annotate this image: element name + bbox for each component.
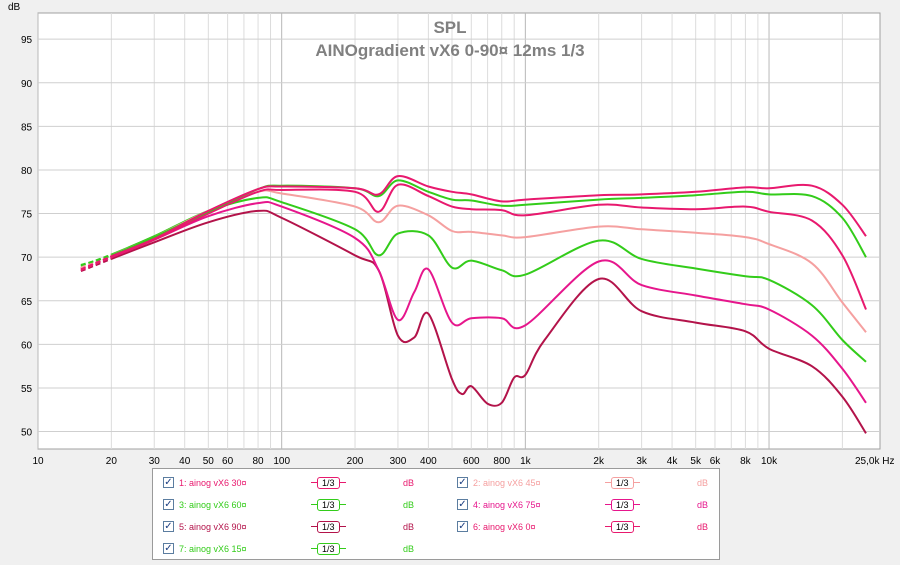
y-tick-label: 85 bbox=[21, 122, 33, 133]
series-line bbox=[111, 196, 867, 363]
legend-unit: dB bbox=[403, 522, 415, 532]
x-tick-label: 400 bbox=[420, 456, 437, 467]
series-visibility-checkbox[interactable]: ✓ bbox=[457, 521, 468, 532]
smoothing-button[interactable]: 1/3 bbox=[605, 477, 639, 489]
y-tick-label: 60 bbox=[21, 340, 33, 351]
legend-item: ✓ 6: ainog vX6 0¤ 1/3 dB bbox=[457, 517, 727, 537]
x-tick-label: 600 bbox=[463, 456, 480, 467]
x-tick-label: 1k bbox=[520, 456, 532, 467]
smoothing-button[interactable]: 1/3 bbox=[311, 543, 345, 555]
x-tick-label: 25,0k Hz bbox=[855, 456, 894, 467]
x-tick-label: 3k bbox=[636, 456, 648, 467]
x-tick-label: 2k bbox=[593, 456, 605, 467]
x-tick-label: 4k bbox=[667, 456, 679, 467]
x-tick-label: 50 bbox=[203, 456, 215, 467]
legend-item: ✓ 4: ainog vX6 75¤ 1/3 dB bbox=[457, 495, 727, 515]
legend-unit: dB bbox=[697, 478, 709, 488]
legend-unit: dB bbox=[403, 500, 415, 510]
smoothing-button[interactable]: 1/3 bbox=[605, 499, 639, 511]
smoothing-button[interactable]: 1/3 bbox=[605, 521, 639, 533]
y-tick-label: 80 bbox=[21, 166, 33, 177]
series-visibility-checkbox[interactable]: ✓ bbox=[163, 499, 174, 510]
series-line bbox=[111, 209, 867, 434]
tick-labels: 95 90 85 80 75 70 65 60 55 50 10 20 30 40 50 60 80 100 200… bbox=[21, 35, 894, 467]
series-visibility-checkbox[interactable]: ✓ bbox=[163, 521, 174, 532]
plot-area bbox=[37, 12, 881, 450]
series-visibility-checkbox[interactable]: ✓ bbox=[457, 477, 468, 488]
legend-item: ✓ 1: ainog vX6 30¤ 1/3 dB bbox=[163, 473, 433, 493]
legend-unit: dB bbox=[697, 500, 709, 510]
series-visibility-checkbox[interactable]: ✓ bbox=[163, 543, 174, 554]
series-line bbox=[111, 200, 867, 404]
legend-series-name: 3: ainog vX6 60¤ bbox=[179, 500, 247, 510]
chart-subtitle: AINOgradient vX6 0-90¤ 12ms 1/3 bbox=[315, 41, 584, 60]
smoothing-button[interactable]: 1/3 bbox=[311, 477, 345, 489]
series-line bbox=[111, 175, 867, 258]
smoothing-button[interactable]: 1/3 bbox=[311, 499, 345, 511]
grid bbox=[37, 13, 880, 449]
legend: ✓ 1: ainog vX6 30¤ 1/3 dB ✓ 2: ainog vX6 45¤ 1… bbox=[152, 468, 720, 560]
x-tick-label: 20 bbox=[106, 456, 118, 467]
x-tick-label: 800 bbox=[493, 456, 510, 467]
x-tick-label: 8k bbox=[740, 456, 752, 467]
legend-item: ✓ 2: ainog vX6 45¤ 1/3 dB bbox=[457, 473, 727, 493]
x-tick-label: 80 bbox=[252, 456, 264, 467]
legend-unit: dB bbox=[403, 544, 415, 554]
legend-series-name: 7: ainog vX6 15¤ bbox=[179, 544, 247, 554]
y-tick-label: 95 bbox=[21, 35, 33, 46]
legend-series-name: 6: ainog vX6 0¤ bbox=[473, 522, 536, 532]
x-tick-label: 30 bbox=[149, 456, 161, 467]
x-tick-label: 6k bbox=[710, 456, 722, 467]
series-lines bbox=[80, 175, 867, 434]
x-tick-label: 300 bbox=[390, 456, 407, 467]
series-visibility-checkbox[interactable]: ✓ bbox=[163, 477, 174, 488]
y-tick-label: 75 bbox=[21, 210, 33, 221]
series-line bbox=[111, 183, 867, 310]
x-tick-label: 60 bbox=[222, 456, 234, 467]
y-tick-label: 55 bbox=[21, 384, 33, 395]
x-tick-label: 5k bbox=[690, 456, 702, 467]
y-tick-label: 65 bbox=[21, 297, 33, 308]
smoothing-button[interactable]: 1/3 bbox=[311, 521, 345, 533]
legend-series-name: 5: ainog vX6 90¤ bbox=[179, 522, 247, 532]
x-tick-label: 10 bbox=[32, 456, 44, 467]
legend-item: ✓ 7: ainog vX6 15¤ 1/3 dB bbox=[163, 539, 433, 559]
legend-series-name: 2: ainog vX6 45¤ bbox=[473, 478, 541, 488]
legend-series-name: 4: ainog vX6 75¤ bbox=[473, 500, 541, 510]
chart-title: SPL bbox=[433, 18, 466, 37]
legend-series-name: 1: ainog vX6 30¤ bbox=[179, 478, 247, 488]
legend-unit: dB bbox=[403, 478, 415, 488]
y-tick-label: 50 bbox=[21, 428, 33, 439]
x-tick-label: 40 bbox=[179, 456, 191, 467]
x-tick-label: 10k bbox=[761, 456, 778, 467]
legend-item: ✓ 3: ainog vX6 60¤ 1/3 dB bbox=[163, 495, 433, 515]
y-axis-unit: dB bbox=[8, 2, 21, 13]
y-tick-label: 90 bbox=[21, 79, 33, 90]
legend-unit: dB bbox=[697, 522, 709, 532]
series-visibility-checkbox[interactable]: ✓ bbox=[457, 499, 468, 510]
y-tick-label: 70 bbox=[21, 253, 33, 264]
x-tick-label: 200 bbox=[347, 456, 364, 467]
x-tick-label: 100 bbox=[273, 456, 290, 467]
legend-item: ✓ 5: ainog vX6 90¤ 1/3 dB bbox=[163, 517, 433, 537]
